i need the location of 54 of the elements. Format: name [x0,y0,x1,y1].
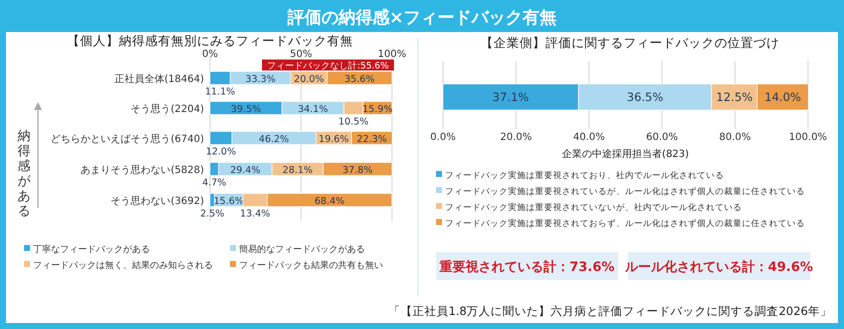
data-label: 19.6% [318,134,349,145]
data-label: 11.1% [205,86,236,98]
data-label: 33.3% [245,74,276,85]
x-axis-title: 企業の中途採用担当者(823) [562,148,690,160]
data-label: 15.6% [214,196,244,207]
legend-label: フィードバック実施は重要視されており、社内でルール化されている [445,170,724,181]
legend-label: 丁寧なフィードバックがある [33,244,150,255]
x-tick-label: 0% [202,49,218,60]
data-label: 22.3% [356,134,387,145]
data-label: 13.4% [240,208,270,220]
data-label: 37.8% [342,165,373,176]
data-label: 39.5% [230,104,262,115]
x-tick-label: 0.0% [430,132,456,143]
chart-title: 【個人】納得感有無別にみるフィードバック有無 [67,33,353,48]
x-tick-label: 80.0% [719,132,751,143]
data-label: 10.5% [338,116,369,128]
legend-label: 簡易的なフィードバックがある [239,244,365,255]
y-tick-label: 正社員全体(18464) [114,73,204,85]
data-label: 46.2% [258,134,289,145]
x-tick-label: 40.0% [573,132,605,143]
data-label: 37.1% [492,90,530,104]
x-tick-label: 60.0% [646,132,678,143]
data-label: 12.5% [716,90,753,104]
y-tick-label: そう思わない(3692) [110,196,204,207]
data-label: 28.1% [282,165,313,176]
data-label: 2.5% [200,208,224,220]
x-tick-label: 20.0% [500,132,532,143]
data-label: 35.6% [344,74,375,85]
x-tick-label: 100.0% [788,132,828,143]
data-label: 68.4% [314,196,345,207]
data-label: 34.1% [298,104,328,115]
data-label: 12.0% [206,146,236,158]
y-axis-title: 納得感がある [18,129,32,219]
legend-label: フィードバック実施は重要視されておらず、ルール化はされず個人の裁量に任されている [445,218,805,229]
legend-label: フィードバック実施は重要視されていないが、社内でルール化されている [445,202,742,213]
x-tick-label: 50% [290,49,312,60]
annotation: フィードバックなし計:55.6% [267,60,390,72]
y-tick-label: そう思う(2204) [130,104,204,115]
text: 「【正社員1.8万人に聞いた】六月病と評価フィードバックに関する調査2026年」 [388,304,832,318]
data-label: 29.4% [230,165,260,176]
text: 重要視されている計：73.6% [438,259,615,275]
data-label: 20.0% [294,74,324,85]
data-label: 36.5% [626,90,664,104]
x-tick-label: 100% [378,49,406,60]
text: 評価の納得感×フィードバック有無 [286,8,557,28]
chart-title: 【企業側】評価に関するフィードバックの位置づけ [480,35,780,50]
text: ルール化されている計：49.6% [624,259,814,275]
data-label: 4.7% [202,178,226,188]
y-tick-label: あまりそう思わない(5828) [80,165,204,176]
y-tick-label: どちらかといえばそう思う(6740) [50,134,204,145]
legend-label: フィードバック実施は重要視されているが、ルール化はされず個人の裁量に任されている [445,186,805,197]
data-label: 14.0% [764,90,802,104]
legend-label: フィードバックは無く、結果のみ知らされる [33,260,213,271]
legend-label: フィードバックも結果の共有も無い [239,260,383,271]
